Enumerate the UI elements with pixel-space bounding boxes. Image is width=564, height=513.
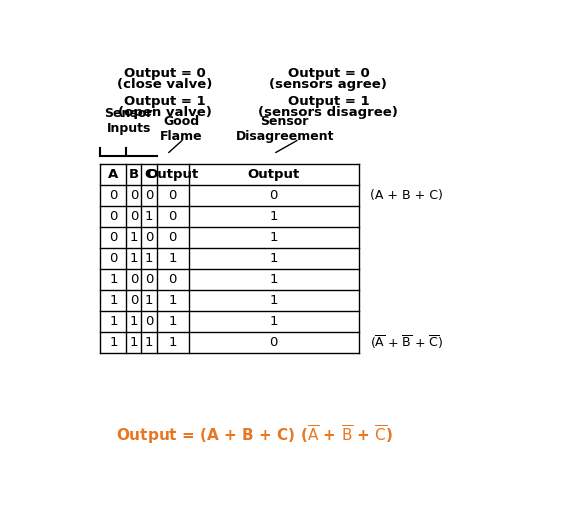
Text: 1: 1 [109, 294, 117, 307]
Text: 0: 0 [130, 273, 138, 286]
Text: 1: 1 [169, 252, 177, 265]
Text: Good
Flame: Good Flame [160, 115, 202, 143]
Text: 0: 0 [145, 189, 153, 202]
Text: 1: 1 [270, 252, 278, 265]
Text: 0: 0 [145, 231, 153, 244]
Text: 0: 0 [169, 189, 177, 202]
Text: Output: Output [248, 168, 300, 181]
Text: Sensor
Inputs: Sensor Inputs [104, 107, 153, 134]
Text: 0: 0 [169, 210, 177, 223]
Text: 0: 0 [109, 231, 117, 244]
Text: Output = 0: Output = 0 [288, 67, 369, 80]
Text: 1: 1 [109, 273, 117, 286]
Text: 1: 1 [145, 252, 153, 265]
Text: 1: 1 [130, 315, 138, 328]
Text: 1: 1 [270, 294, 278, 307]
Text: 0: 0 [109, 189, 117, 202]
Text: (close valve): (close valve) [117, 77, 212, 91]
Text: 1: 1 [270, 315, 278, 328]
Text: 1: 1 [145, 336, 153, 349]
Text: 1: 1 [109, 336, 117, 349]
Text: 0: 0 [145, 315, 153, 328]
Text: 0: 0 [270, 189, 278, 202]
Text: 1: 1 [109, 315, 117, 328]
Text: Output = 1: Output = 1 [288, 95, 369, 108]
Text: 0: 0 [130, 210, 138, 223]
Text: Sensor
Disagreement: Sensor Disagreement [235, 115, 334, 143]
Text: (sensors disagree): (sensors disagree) [258, 106, 398, 119]
Text: 0: 0 [270, 336, 278, 349]
Text: 0: 0 [169, 231, 177, 244]
Text: Output: Output [147, 168, 199, 181]
Text: 0: 0 [145, 273, 153, 286]
Text: 1: 1 [270, 273, 278, 286]
Text: A: A [108, 168, 118, 181]
Text: 1: 1 [145, 210, 153, 223]
Text: (sensors agree): (sensors agree) [270, 77, 387, 91]
Text: 1: 1 [169, 294, 177, 307]
Text: 0: 0 [130, 189, 138, 202]
Text: (open valve): (open valve) [117, 106, 212, 119]
Text: 0: 0 [109, 252, 117, 265]
Text: 1: 1 [145, 294, 153, 307]
Text: 1: 1 [270, 210, 278, 223]
Text: 1: 1 [130, 252, 138, 265]
Text: Output = 0: Output = 0 [124, 67, 205, 80]
Text: C: C [144, 168, 154, 181]
Text: 1: 1 [130, 336, 138, 349]
Text: 1: 1 [270, 231, 278, 244]
Text: 1: 1 [130, 231, 138, 244]
Text: 0: 0 [130, 294, 138, 307]
Text: 1: 1 [169, 336, 177, 349]
Text: 0: 0 [109, 210, 117, 223]
Text: 1: 1 [169, 315, 177, 328]
Text: Output = 1: Output = 1 [124, 95, 205, 108]
Text: (A + B + C): (A + B + C) [370, 189, 443, 202]
Text: Output = (A + B + C) ($\overline{\mathsf{A}}$ + $\overline{\mathsf{B}}$ + $\over: Output = (A + B + C) ($\overline{\mathsf… [116, 423, 393, 446]
Text: B: B [129, 168, 139, 181]
Text: ($\overline{\mathsf{A}}$ + $\overline{\mathsf{B}}$ + $\overline{\mathsf{C}}$): ($\overline{\mathsf{A}}$ + $\overline{\m… [370, 333, 443, 351]
Text: 0: 0 [169, 273, 177, 286]
